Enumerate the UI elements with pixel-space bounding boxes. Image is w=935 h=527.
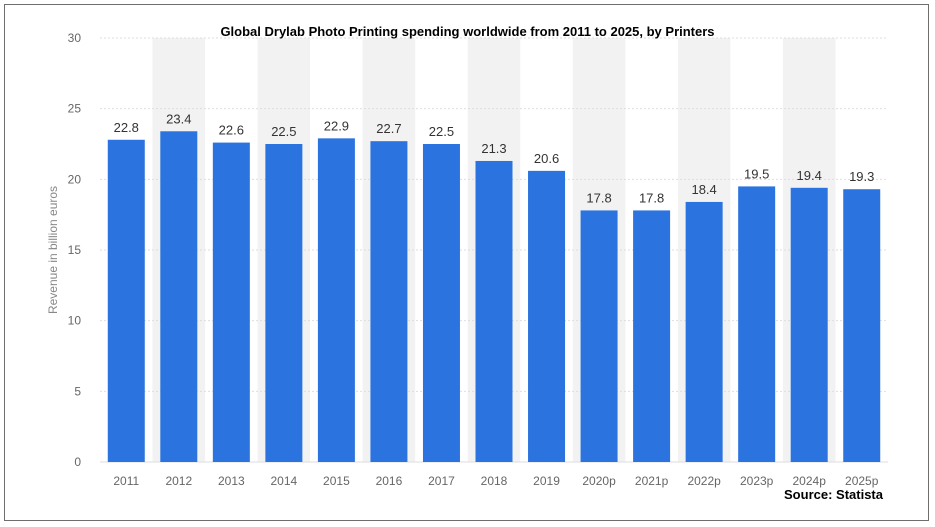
y-tick-label: 0 [74, 455, 81, 469]
bar [265, 144, 303, 462]
bar [580, 210, 618, 462]
value-label: 20.6 [534, 151, 559, 166]
chart-title: Global Drylab Photo Printing spending wo… [220, 24, 715, 39]
bar [528, 170, 566, 462]
x-tick-label: 2013 [218, 474, 245, 488]
bar [317, 138, 355, 462]
y-tick-label: 15 [68, 243, 82, 257]
value-label: 17.8 [586, 190, 611, 205]
x-tick-label: 2012 [165, 474, 192, 488]
x-tick-label: 2014 [271, 474, 298, 488]
x-tick-label: 2019 [533, 474, 560, 488]
bar [212, 142, 250, 462]
y-tick-label: 5 [74, 384, 81, 398]
bar [107, 139, 145, 462]
y-tick-label: 25 [68, 102, 82, 116]
x-tick-label: 2023p [740, 474, 774, 488]
bar [422, 144, 460, 462]
bar [633, 210, 671, 462]
y-tick-label: 30 [68, 31, 82, 45]
value-label: 19.4 [797, 168, 822, 183]
x-axis-ticks: 2011 2012 2013 2014 2015 2016 2017 2018 2019 2020… [113, 474, 878, 488]
x-tick-label: 2021p [635, 474, 669, 488]
y-tick-label: 10 [68, 314, 82, 328]
x-tick-label: 2025p [845, 474, 879, 488]
x-tick-label: 2011 [113, 474, 139, 488]
bar [475, 160, 513, 462]
value-label: 22.7 [376, 121, 401, 136]
value-labels: 22.8 23.4 22.6 22.5 22.9 22.7 22.5 21.3 20.6 17.8… [114, 111, 875, 205]
value-label: 17.8 [639, 190, 664, 205]
y-tick-label: 20 [68, 172, 82, 186]
value-label: 19.3 [849, 169, 874, 184]
bar [370, 141, 408, 462]
value-label: 22.5 [271, 124, 296, 139]
value-label: 21.3 [481, 141, 506, 156]
x-tick-label: 2020p [582, 474, 616, 488]
x-tick-label: 2024p [793, 474, 827, 488]
bar [843, 189, 881, 462]
bar [790, 187, 828, 462]
value-label: 19.5 [744, 166, 769, 181]
value-label: 22.5 [429, 124, 454, 139]
x-tick-label: 2016 [376, 474, 403, 488]
bar [160, 131, 198, 462]
y-axis-ticks: 0 5 10 15 20 25 30 [68, 31, 82, 469]
bar [738, 186, 776, 462]
value-label: 22.8 [114, 120, 139, 135]
bars [107, 131, 881, 463]
x-tick-label: 2015 [323, 474, 350, 488]
value-label: 22.6 [219, 123, 244, 138]
x-tick-label: 2017 [428, 474, 455, 488]
value-label: 22.9 [324, 118, 349, 133]
x-tick-label: 2018 [481, 474, 508, 488]
value-label: 18.4 [691, 182, 716, 197]
source-credit: Source: Statista [784, 487, 883, 502]
bar [685, 201, 723, 463]
x-tick-label: 2022p [687, 474, 721, 488]
value-label: 23.4 [166, 111, 191, 126]
y-axis-title: Revenue in billion euros [46, 186, 60, 314]
